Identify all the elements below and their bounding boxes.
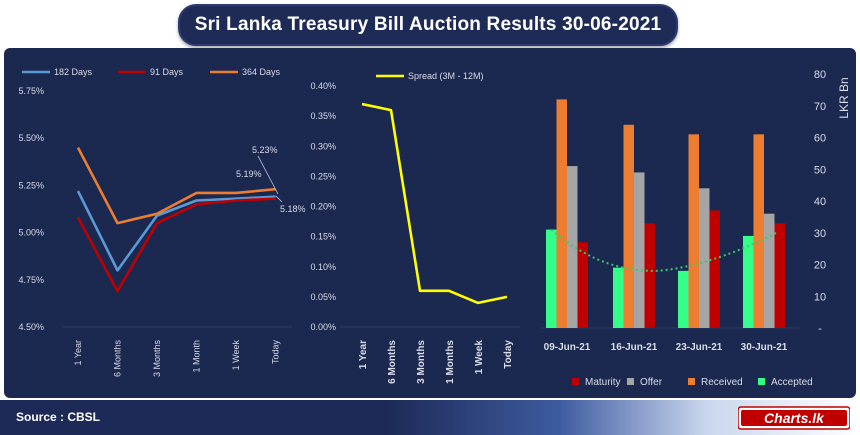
chart3-legend-swatch: [758, 378, 765, 385]
chart3-bar-offer: [567, 166, 578, 328]
chart1-xtick: 1 Week: [231, 340, 241, 371]
chart1-xtick: 6 Months: [113, 340, 123, 378]
chart3-ytick: 10: [814, 291, 826, 303]
chart1-ytick: 5.25%: [18, 180, 44, 190]
chart3-bar-maturity: [577, 242, 588, 328]
chart3-accepted-trendline: [550, 228, 777, 272]
chart2-ytick: 0.15%: [310, 232, 336, 242]
chart3-bar-accepted: [743, 235, 754, 328]
chart3-bar-received: [688, 134, 699, 328]
chart3-bar-accepted: [546, 229, 557, 328]
chart1-series-91-days: [76, 197, 276, 293]
logo-text: Charts.lk: [764, 410, 825, 426]
chart1-legend-label: 91 Days: [150, 67, 184, 77]
chart3-ylabel: LKR Bn: [837, 77, 851, 118]
source-label: Source : CBSL: [16, 410, 101, 424]
chart1-series-182-days: [76, 190, 276, 272]
chart2-ytick: 0.20%: [310, 202, 336, 212]
chart3-legend-swatch: [627, 378, 634, 385]
chart1-xtick: 1 Year: [73, 340, 83, 366]
chart1-annotation-leader: [257, 155, 279, 195]
chart1-xtick: 1 Month: [192, 340, 202, 373]
chart2-legend-label: Spread (3M - 12M): [408, 71, 484, 81]
chart3-bar-received: [753, 134, 764, 328]
chart3-legend-swatch: [572, 378, 579, 385]
chart3-xtick: 09-Jun-21: [544, 342, 591, 353]
chart1-xtick: Today: [271, 340, 281, 365]
chart3-legend-label: Maturity: [585, 377, 621, 388]
chart1-ytick: 5.50%: [18, 133, 44, 143]
chart2-series-spread: [361, 102, 508, 305]
chart2-xtick: 3 Months: [416, 340, 427, 384]
chart2-ytick: 0.35%: [310, 111, 336, 121]
title-bar: Sri Lanka Treasury Bill Auction Results …: [0, 0, 860, 46]
chart2-ytick: 0.25%: [310, 171, 336, 181]
chart3-bar-maturity: [644, 223, 655, 328]
chart1-annotation-leader: [275, 195, 283, 203]
chart3-xtick: 23-Jun-21: [676, 342, 723, 353]
chart2-ytick: 0.10%: [310, 262, 336, 272]
chart1-ytick: 5.75%: [18, 86, 44, 96]
chart3-bar-accepted: [613, 267, 624, 328]
chart3-bar-offer: [699, 188, 710, 328]
chart3-bar-offer: [634, 172, 645, 328]
chart3-ytick: 70: [814, 101, 826, 113]
chart2-xtick: 1 Year: [358, 340, 369, 369]
chart1-annotation: 5.18%: [280, 204, 306, 214]
chart3-bar-received: [556, 99, 567, 329]
chart3-xtick: 16-Jun-21: [611, 342, 658, 353]
chart2-ytick: 0.00%: [310, 322, 336, 332]
chart3-ytick: 80: [814, 69, 826, 81]
chart3-xtick: 30-Jun-21: [741, 342, 788, 353]
chart1-legend-label: 182 Days: [54, 67, 93, 77]
chart1-annotation: 5.19%: [236, 169, 262, 179]
chart1-legend-label: 364 Days: [242, 67, 281, 77]
chart3-ytick: 20: [814, 260, 826, 272]
chart3-bar-accepted: [678, 270, 689, 328]
chart2-xtick: 1 Week: [474, 340, 485, 375]
chart3-ytick: 30: [814, 228, 826, 240]
chart3-legend-label: Received: [701, 377, 743, 388]
chart1-ytick: 4.75%: [18, 275, 44, 285]
footer: [0, 400, 860, 435]
chart3-legend-swatch: [688, 378, 695, 385]
chart3-bar-offer: [764, 213, 775, 328]
chart-title: Sri Lanka Treasury Bill Auction Results …: [178, 4, 678, 46]
chart1-series-364-days: [76, 147, 276, 225]
chart3-legend-label: Offer: [640, 377, 663, 388]
chart2-ytick: 0.30%: [310, 141, 336, 151]
chart3-bar-maturity: [709, 210, 720, 328]
chart3-ytick: 60: [814, 133, 826, 145]
chart3-bar-maturity: [774, 223, 785, 328]
chart1-ytick: 4.50%: [18, 322, 44, 332]
charts-lk-logo: Charts.lk: [738, 406, 850, 430]
chart2-xtick: 6 Months: [387, 340, 398, 384]
chart1-annotation: 5.23%: [252, 145, 278, 155]
chart2-xtick: Today: [503, 340, 514, 369]
chart1-ytick: 5.00%: [18, 228, 44, 238]
chart2-ytick: 0.40%: [310, 81, 336, 91]
chart3-ytick: 50: [814, 164, 826, 176]
chart2-xtick: 1 Months: [445, 340, 456, 384]
chart3-ytick: 40: [814, 196, 826, 208]
chart3-ytick: -: [818, 323, 822, 335]
chart3-bar-received: [623, 124, 634, 328]
chart2-ytick: 0.05%: [310, 292, 336, 302]
chart3-legend-label: Accepted: [771, 377, 813, 388]
chart1-xtick: 3 Months: [152, 340, 162, 378]
